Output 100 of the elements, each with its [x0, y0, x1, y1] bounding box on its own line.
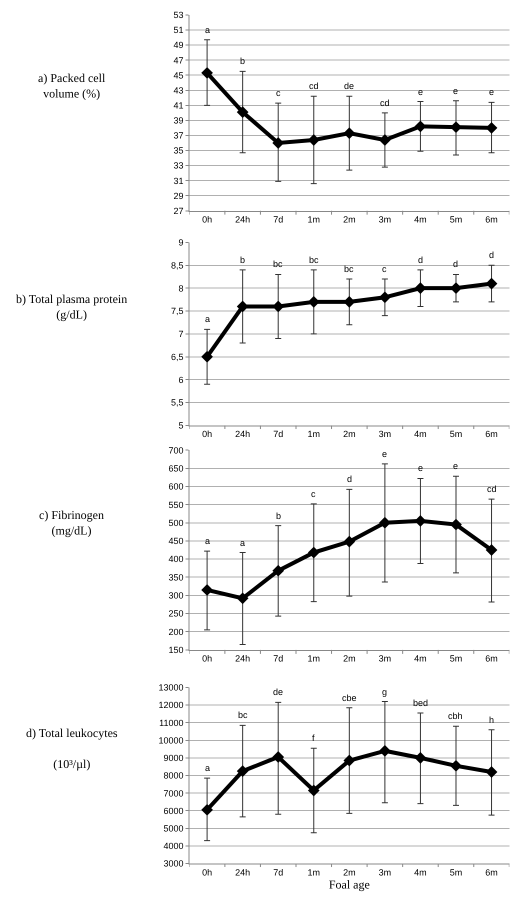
annotation: e [489, 87, 494, 97]
y-tick-label: 49 [174, 40, 184, 50]
point [272, 751, 284, 763]
y-tick-label: 200 [168, 626, 184, 637]
annotation: cd [309, 81, 319, 91]
point [486, 122, 498, 134]
y-tick-label: 27 [174, 206, 184, 216]
x-tick-label: 6m [485, 429, 498, 440]
point [379, 134, 391, 146]
point [486, 278, 498, 290]
point [343, 754, 356, 766]
annotation: d [453, 259, 458, 269]
y-tick-label: 400 [168, 554, 184, 564]
point [379, 745, 391, 757]
y-tick-label: 350 [168, 572, 184, 582]
y-tick-label: 43 [174, 85, 184, 96]
annotation: e [382, 449, 388, 459]
annotation: de [273, 687, 284, 697]
y-tick-label: 600 [168, 482, 184, 492]
x-tick-label: 0h [202, 867, 212, 878]
x-tick-label: 3m [378, 654, 392, 664]
annotation: bc [238, 710, 248, 720]
annotation: b [240, 255, 246, 265]
y-tick-label: 5000 [163, 823, 184, 834]
annotation: e [418, 87, 424, 97]
x-tick-label: 0h [202, 429, 212, 440]
x-tick-label: 24h [235, 429, 250, 440]
point [450, 518, 462, 530]
y-tick-label: 37 [174, 130, 184, 141]
y-tick-label: 550 [168, 500, 184, 510]
annotation: cbh [448, 711, 463, 721]
x-tick-label: 5m [450, 867, 462, 878]
annotation: c [382, 264, 387, 274]
annotation: c [276, 88, 281, 98]
annotation: f [312, 733, 315, 743]
y-tick-label: 8,5 [171, 260, 184, 270]
y-tick-label: 45 [174, 70, 184, 80]
annotation: d [418, 255, 424, 265]
x-tick-label: 4m [414, 654, 427, 664]
y-tick-label: 5 [178, 420, 184, 431]
x-tick-label: 5m [450, 429, 462, 440]
annotation: de [344, 81, 354, 91]
x-tick-label: 3m [378, 867, 392, 878]
y-tick-label: 4000 [163, 841, 184, 852]
x-tick-label: 3m [378, 429, 392, 440]
annotation: d [489, 250, 494, 260]
y-tick-label: 6000 [163, 806, 184, 816]
x-tick-label: 2m [343, 214, 356, 225]
y-tick-label: 500 [168, 518, 184, 528]
annotation: cbe [342, 693, 357, 703]
point [414, 752, 426, 764]
y-tick-label: 13000 [158, 682, 184, 693]
annotation: a [240, 538, 246, 548]
annotation: g [382, 687, 388, 697]
point [379, 291, 391, 304]
annotation: b [276, 511, 282, 521]
annotation: c [311, 489, 316, 499]
x-tick-label: 7d [273, 214, 284, 225]
x-axis-title: Foal age [328, 877, 370, 892]
y-tick-label: 8000 [163, 770, 184, 781]
y-tick-label: 33 [174, 160, 184, 171]
y-axis-title: b) Total plasma protein (g/dL) [16, 292, 128, 322]
x-tick-label: 4m [414, 214, 427, 225]
y-tick-label: 650 [168, 463, 184, 474]
point [486, 544, 498, 556]
point [201, 804, 213, 816]
x-tick-label: 24h [235, 214, 250, 225]
y-axis-title: a) Packed cell volume (%) [38, 71, 106, 101]
y-axis-title: c) Fibrinogen (mg/dL) [39, 508, 104, 538]
annotation: bc [309, 255, 320, 265]
x-tick-label: 3m [378, 214, 392, 225]
point [236, 592, 248, 604]
y-tick-label: 51 [174, 25, 184, 36]
y-tick-label: 6 [178, 374, 184, 385]
point [201, 584, 213, 596]
x-tick-label: 6m [485, 654, 498, 664]
y-tick-label: 8 [178, 283, 184, 294]
y-tick-label: 35 [174, 146, 184, 156]
x-tick-label: 1m [308, 429, 320, 440]
annotation: e [453, 86, 458, 96]
x-tick-label: 1m [308, 867, 320, 878]
annotation: a [205, 763, 210, 773]
annotation: b [240, 56, 246, 66]
x-tick-label: 6m [485, 214, 498, 225]
y-tick-label: 5,5 [171, 398, 184, 408]
x-tick-label: 0h [202, 654, 212, 664]
point [308, 546, 320, 558]
annotation: bc [344, 264, 354, 274]
x-tick-label: 24h [235, 654, 250, 664]
y-tick-label: 41 [174, 100, 184, 110]
point [450, 760, 462, 772]
x-tick-label: 1m [308, 654, 320, 664]
x-tick-label: 7d [273, 429, 284, 440]
y-tick-label: 7000 [163, 788, 184, 798]
y-tick-label: 12000 [158, 700, 184, 710]
annotation: bed [413, 698, 428, 708]
annotation: h [489, 715, 494, 725]
annotation: a [205, 314, 210, 324]
y-tick-label: 53 [174, 10, 184, 20]
point [343, 127, 356, 140]
